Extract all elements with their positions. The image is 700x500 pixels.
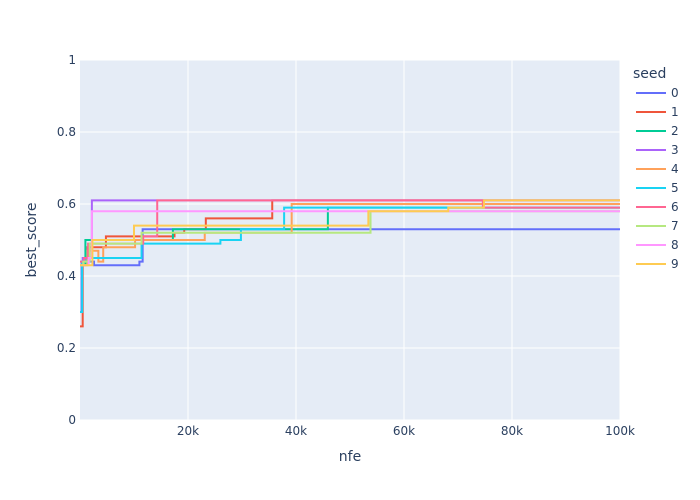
legend-label: 0 [671,86,679,100]
legend-label: 2 [671,124,679,138]
x-tick-label: 40k [285,424,307,438]
y-tick-label: 0 [68,413,76,427]
x-axis-title: nfe [339,449,361,465]
legend-label: 3 [671,143,679,157]
legend-item-0[interactable]: 0 [636,86,679,100]
legend-item-9[interactable]: 9 [636,257,679,271]
legend-item-7[interactable]: 7 [636,219,679,233]
series-lines [80,199,620,328]
legend-label: 5 [671,181,679,195]
y-tick-label: 0.2 [57,341,76,355]
x-axis-ticks: 20k 40k 60k 80k 100k [177,424,635,438]
x-tick-label: 20k [177,424,199,438]
legend-label: 6 [671,200,679,214]
series-line-9[interactable] [80,199,620,267]
legend-title: seed [633,66,666,82]
legend-label: 9 [671,257,679,271]
y-tick-label: 0.6 [57,197,76,211]
legend-item-3[interactable]: 3 [636,143,679,157]
legend-item-5[interactable]: 5 [636,181,679,195]
y-axis-title: best_score [24,203,40,278]
grid-lines [80,59,621,421]
series-line-7[interactable] [80,210,620,267]
legend-label: 8 [671,238,679,252]
x-tick-label: 100k [605,424,635,438]
series-line-6[interactable] [80,199,620,263]
legend-item-6[interactable]: 6 [636,200,679,214]
legend-label: 1 [671,105,679,119]
x-tick-label: 80k [501,424,523,438]
legend-item-4[interactable]: 4 [636,162,679,176]
y-tick-label: 1 [68,53,76,67]
legend-label: 7 [671,219,679,233]
y-tick-label: 0.4 [57,269,76,283]
legend-item-1[interactable]: 1 [636,105,679,119]
legend[interactable]: seed 0 1 2 3 4 5 6 7 8 9 [633,66,679,271]
y-axis-ticks: 0 0.2 0.4 0.6 0.8 1 [57,53,76,427]
y-tick-label: 0.8 [57,125,76,139]
legend-item-8[interactable]: 8 [636,238,679,252]
legend-item-2[interactable]: 2 [636,124,679,138]
legend-label: 4 [671,162,679,176]
x-tick-label: 60k [393,424,415,438]
